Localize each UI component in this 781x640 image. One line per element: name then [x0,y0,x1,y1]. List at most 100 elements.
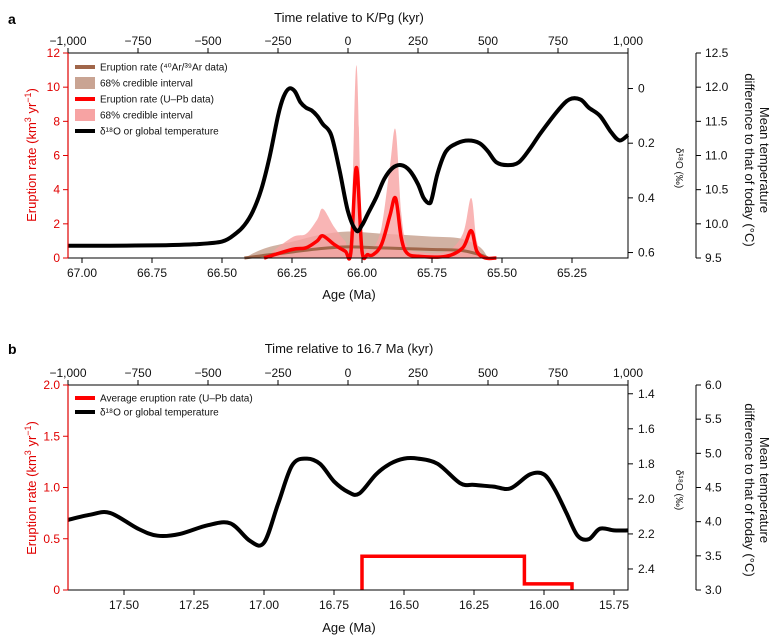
panel-b-legend: Average eruption rate (U–Pb data) δ¹⁸O or… [75,394,253,419]
panel-b-x-axis-label: Age (Ma) [322,620,375,635]
panel-a-x-tick-label: 66.50 [207,266,237,280]
panel-b-d18o-tick-label: 1.8 [638,457,655,471]
panel-a-top-tick-label: 250 [408,34,428,48]
panel-b-temp-axis-label-line2: difference to that of today (°C) [742,403,757,576]
panel-a-temp-tick-label: 12.0 [705,80,729,94]
panel-a-temp-tick-label: 10.0 [705,217,729,231]
panel-a-y-tick-label: 8 [53,114,60,128]
panel-b-x-tick-label: 17.50 [109,598,139,612]
panel-a-temp-axis-label-line1: Mean temperature [757,107,772,213]
panel-a-top-tick-label: 500 [478,34,498,48]
panel-a-ylabel-part3: ) [24,88,39,92]
panel-b-ylabel-sup2: −1 [23,425,33,435]
panel-a-legend-label: 68% credible interval [100,79,193,90]
panel-b-ylabel-part3: ) [24,421,39,425]
panel-a-x-tick-label: 66.75 [137,266,167,280]
panel-a-series-lines [67,86,630,261]
panel-b-x-tick-label: 16.00 [529,598,559,612]
panel-a-y-tick-label: 6 [53,149,60,163]
panel-a-temp-tick-label: 11.5 [705,114,728,128]
panel-b: b Time relative to 16.7 Ma (kyr) −1,000−… [8,341,772,635]
panel-b-y-tick-label: 1.0 [43,481,60,495]
panel-b-top-tick-label: 1,000 [613,366,643,380]
panel-b-temp-tick-label: 6.0 [705,378,722,392]
panel-a-legend-label: Eruption rate (⁴⁰Ar/³⁹Ar data) [100,63,228,74]
panel-b-temp-tick-label: 5.5 [705,412,722,426]
panel-a-temp-tick-label: 9.5 [705,251,722,265]
panel-a-y-axis-label: Eruption rate (km3 yr−1) [23,88,39,222]
average-eruption-rate-line [360,554,574,590]
panel-b-top-tick-label: 750 [548,366,568,380]
panel-b-d18o-tick-label: 2.2 [638,527,655,541]
panel-a-d18o-tick-label: 0 [638,82,645,96]
panel-b-ylabel-sup1: 3 [23,450,33,455]
panel-b-top-tick-label: −1,000 [49,366,86,380]
panel-a-x-tick-label: 65.25 [557,266,587,280]
panel-a-x-tick-label: 65.75 [417,266,447,280]
panel-b-top-tick-label: 250 [408,366,428,380]
panel-b-d18o-tick-label: 1.4 [638,387,655,401]
panel-b-top-tick-label: 500 [478,366,498,380]
panel-b-series-lines [67,455,629,590]
panel-b-d18o-tick-label: 2.0 [638,492,655,506]
panel-b-x-tick-label: 16.50 [389,598,419,612]
panel-a-temp-tick-label: 10.5 [705,183,729,197]
panel-b-temp-tick-label: 3.0 [705,583,722,597]
panel-a-top-tick-label: 0 [345,34,352,48]
u-pb-credible-interval [264,65,497,260]
panel-b-temp-tick-label: 4.5 [705,481,722,495]
panel-b-y-tick-label: 0 [53,583,60,597]
panel-b-y-tick-label: 0.5 [43,532,60,546]
panel-b-top-axis-label: Time relative to 16.7 Ma (kyr) [265,341,434,356]
panel-b-temp-tick-label: 4.0 [705,515,722,529]
panel-a-x-tick-label: 66.00 [347,266,377,280]
panel-b-ylabel-part2: yr [24,435,39,450]
panel-a-y-tick-label: 12 [47,46,61,60]
panel-b-y-tick-label: 1.5 [43,429,60,443]
panel-b-temp-tick-label: 5.0 [705,446,722,460]
panel-a-y-tick-label: 2 [53,217,60,231]
panel-b-x-tick-label: 15.75 [599,598,629,612]
panel-b-x-tick-label: 17.00 [249,598,279,612]
panel-b-d18o-tick-label: 1.6 [638,422,655,436]
panel-b-x-tick-label: 17.25 [179,598,209,612]
panel-b-d18o-temperature-line [67,455,629,548]
u-pb-eruption-rate-line [263,165,497,261]
panel-a-top-tick-label: 750 [548,34,568,48]
panel-a-d18o-axis-label: δ¹⁸O (‰) [673,148,684,188]
panel-b-x-tick-label: 16.25 [459,598,489,612]
panel-a-temp-tick-label: 12.5 [705,46,729,60]
panel-a-ylabel-sup1: 3 [23,117,33,122]
panel-b-y-axis-label: Eruption rate (km3 yr−1) [23,421,39,555]
panel-b-temp-tick-label: 3.5 [705,549,722,563]
panel-a-legend: Eruption rate (⁴⁰Ar/³⁹Ar data) 68% credib… [75,63,228,138]
panel-a-temp-tick-label: 11.0 [705,149,728,163]
panel-b-top-tick-label: −500 [194,366,221,380]
panel-a-y-tick-label: 10 [47,80,61,94]
panel-a-ylabel-part2: yr [24,102,39,117]
panel-a-legend-swatch-patch [75,109,95,121]
panel-a-x-tick-label: 67.00 [67,266,97,280]
panel-a-legend-label: Eruption rate (U–Pb data) [100,95,214,106]
panel-b-top-tick-label: −750 [124,366,151,380]
panel-a-ylabel-sup2: −1 [23,92,33,102]
panel-a-top-tick-label: −750 [124,34,151,48]
panel-b-axes: −1,000 −750 −500 −250 0 250 500 750 1,000 17.50 17… [43,366,722,612]
panel-a-d18o-temperature-line [67,86,630,248]
panel-a-letter: a [8,11,16,27]
panel-a-ylabel-part1: Eruption rate (km [24,122,39,222]
panel-a-top-tick-label: −500 [194,34,221,48]
panel-a-top-tick-label: 1,000 [613,34,643,48]
panel-b-top-tick-label: 0 [345,366,352,380]
panel-a-legend-label: 68% credible interval [100,111,193,122]
panel-a-x-tick-label: 66.25 [277,266,307,280]
panel-b-ylabel-part1: Eruption rate (km [24,455,39,555]
panel-a-d18o-tick-label: 0.2 [638,136,655,150]
panel-b-x-tick-label: 16.75 [319,598,349,612]
panel-b-y-tick-label: 2.0 [43,378,60,392]
panel-b-temp-axis-label-line1: Mean temperature [757,437,772,543]
panel-a-legend-label: δ¹⁸O or global temperature [100,127,219,138]
panel-b-legend-label: Average eruption rate (U–Pb data) [100,394,253,405]
panel-a-top-tick-label: −1,000 [49,34,86,48]
